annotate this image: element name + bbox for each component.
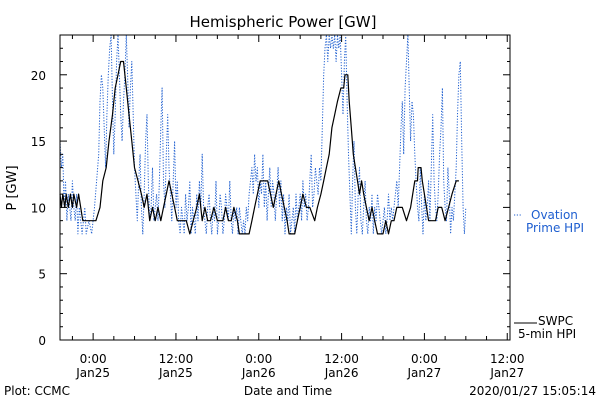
x-tick-time: 0:00 [80, 352, 107, 366]
legend-ovation: Ovation Prime HPI [514, 208, 584, 235]
y-tick-label: 0 [38, 334, 46, 348]
x-tick-date: Jan26 [241, 366, 276, 380]
footer-plot-credit: Plot: CCMC [4, 384, 70, 398]
y-axis-label: P [GW] [5, 165, 20, 210]
legend-swpc-line2: 5-min HPI [518, 327, 576, 341]
x-tick-time: 12:00 [159, 352, 194, 366]
x-tick-time: 0:00 [245, 352, 272, 366]
y-tick-label: 20 [31, 69, 46, 83]
y-tick-label: 10 [31, 201, 46, 215]
x-tick-time: 12:00 [490, 352, 525, 366]
ovation-series [59, 34, 467, 235]
legend-swpc: SWPC 5-min HPI [514, 314, 576, 341]
swpc-hpi-line [59, 60, 459, 235]
plot-frame [59, 34, 511, 341]
footer-timestamp: 2020/01/27 15:05:14 [469, 384, 596, 398]
x-tick-date: Jan25 [158, 366, 193, 380]
x-tick-date: Jan27 [407, 366, 442, 380]
swpc-series [59, 60, 459, 235]
x-tick-date: Jan26 [324, 366, 359, 380]
chart-title: Hemispheric Power [GW] [190, 13, 377, 31]
legend-ovation-line2: Prime HPI [526, 221, 584, 235]
y-tick-label: 15 [31, 135, 46, 149]
axes: 051015200:00Jan2512:00Jan250:00Jan2612:0… [31, 34, 525, 380]
ovation-hpi-line [59, 34, 467, 235]
x-tick-date: Jan25 [75, 366, 110, 380]
legend-swpc-line1: SWPC [538, 314, 573, 328]
legend-ovation-line1: Ovation [531, 208, 578, 222]
x-tick-date: Jan27 [489, 366, 524, 380]
y-tick-label: 5 [38, 268, 46, 282]
x-axis-label: Date and Time [244, 384, 332, 398]
x-tick-time: 12:00 [324, 352, 359, 366]
x-tick-time: 0:00 [411, 352, 438, 366]
